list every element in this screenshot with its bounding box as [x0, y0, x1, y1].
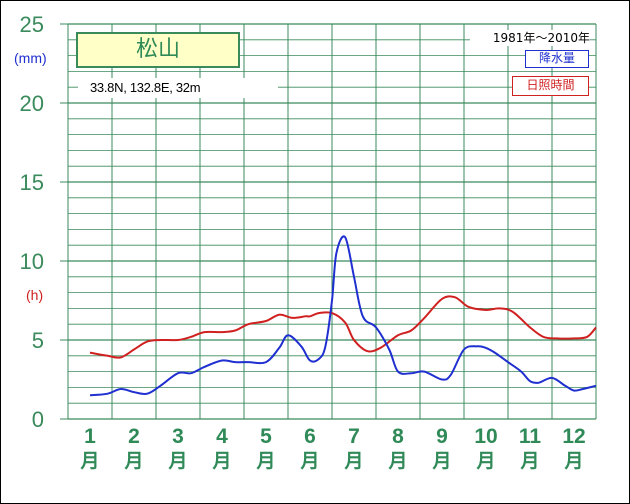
series-layer	[89, 235, 597, 397]
precip-unit-label: (mm)	[14, 50, 47, 66]
x-tick-label-unit: 月	[387, 450, 407, 472]
x-tick-label-unit: 月	[123, 450, 143, 472]
legend-precipitation: 降水量	[525, 50, 589, 68]
y-tick-label: 15	[20, 170, 44, 195]
x-tick-label-unit: 月	[431, 450, 451, 472]
x-tick-label-number: 2	[128, 425, 140, 448]
station-title: 松山	[76, 32, 240, 68]
x-tick-label-number: 3	[172, 425, 184, 448]
y-tick-label: 20	[20, 91, 44, 116]
precipitation-line	[89, 235, 597, 397]
y-tick-label: 0	[32, 407, 44, 432]
station-coordinates: 33.8N, 132.8E, 32m	[78, 78, 278, 98]
x-tick-label-unit: 月	[79, 450, 99, 472]
x-tick-label-number: 6	[304, 425, 316, 448]
x-tick-label-unit: 月	[475, 450, 495, 472]
x-tick-label-unit: 月	[563, 450, 583, 472]
x-tick-label-unit: 月	[343, 450, 363, 472]
y-tick-label: 5	[32, 328, 44, 353]
x-tick-label-unit: 月	[299, 450, 319, 472]
x-tick-label-unit: 月	[255, 450, 275, 472]
chart-grid	[60, 23, 597, 420]
y-tick-label: 10	[20, 249, 44, 274]
x-tick-label-number: 8	[392, 425, 404, 448]
x-tick-label-number: 11	[519, 425, 542, 448]
period-label: 1981年〜2010年	[470, 30, 590, 46]
x-tick-label-number: 12	[562, 425, 585, 448]
sunshine-unit-label: (h)	[26, 287, 43, 303]
sunshine-line	[89, 295, 597, 359]
x-tick-label-number: 7	[348, 425, 360, 448]
x-tick-label-number: 10	[474, 425, 497, 448]
x-tick-label-unit: 月	[167, 450, 187, 472]
y-tick-label: 25	[20, 12, 44, 37]
x-tick-label-number: 4	[216, 425, 228, 448]
legend-sunshine: 日照時間	[512, 76, 589, 96]
x-tick-label-number: 9	[436, 425, 448, 448]
x-tick-label-unit: 月	[519, 450, 539, 472]
x-tick-label-number: 5	[260, 425, 272, 448]
x-tick-label-number: 1	[84, 425, 96, 448]
y-tick-labels: 25 20 15 10 5 0	[20, 12, 44, 432]
x-tick-label-unit: 月	[211, 450, 231, 472]
